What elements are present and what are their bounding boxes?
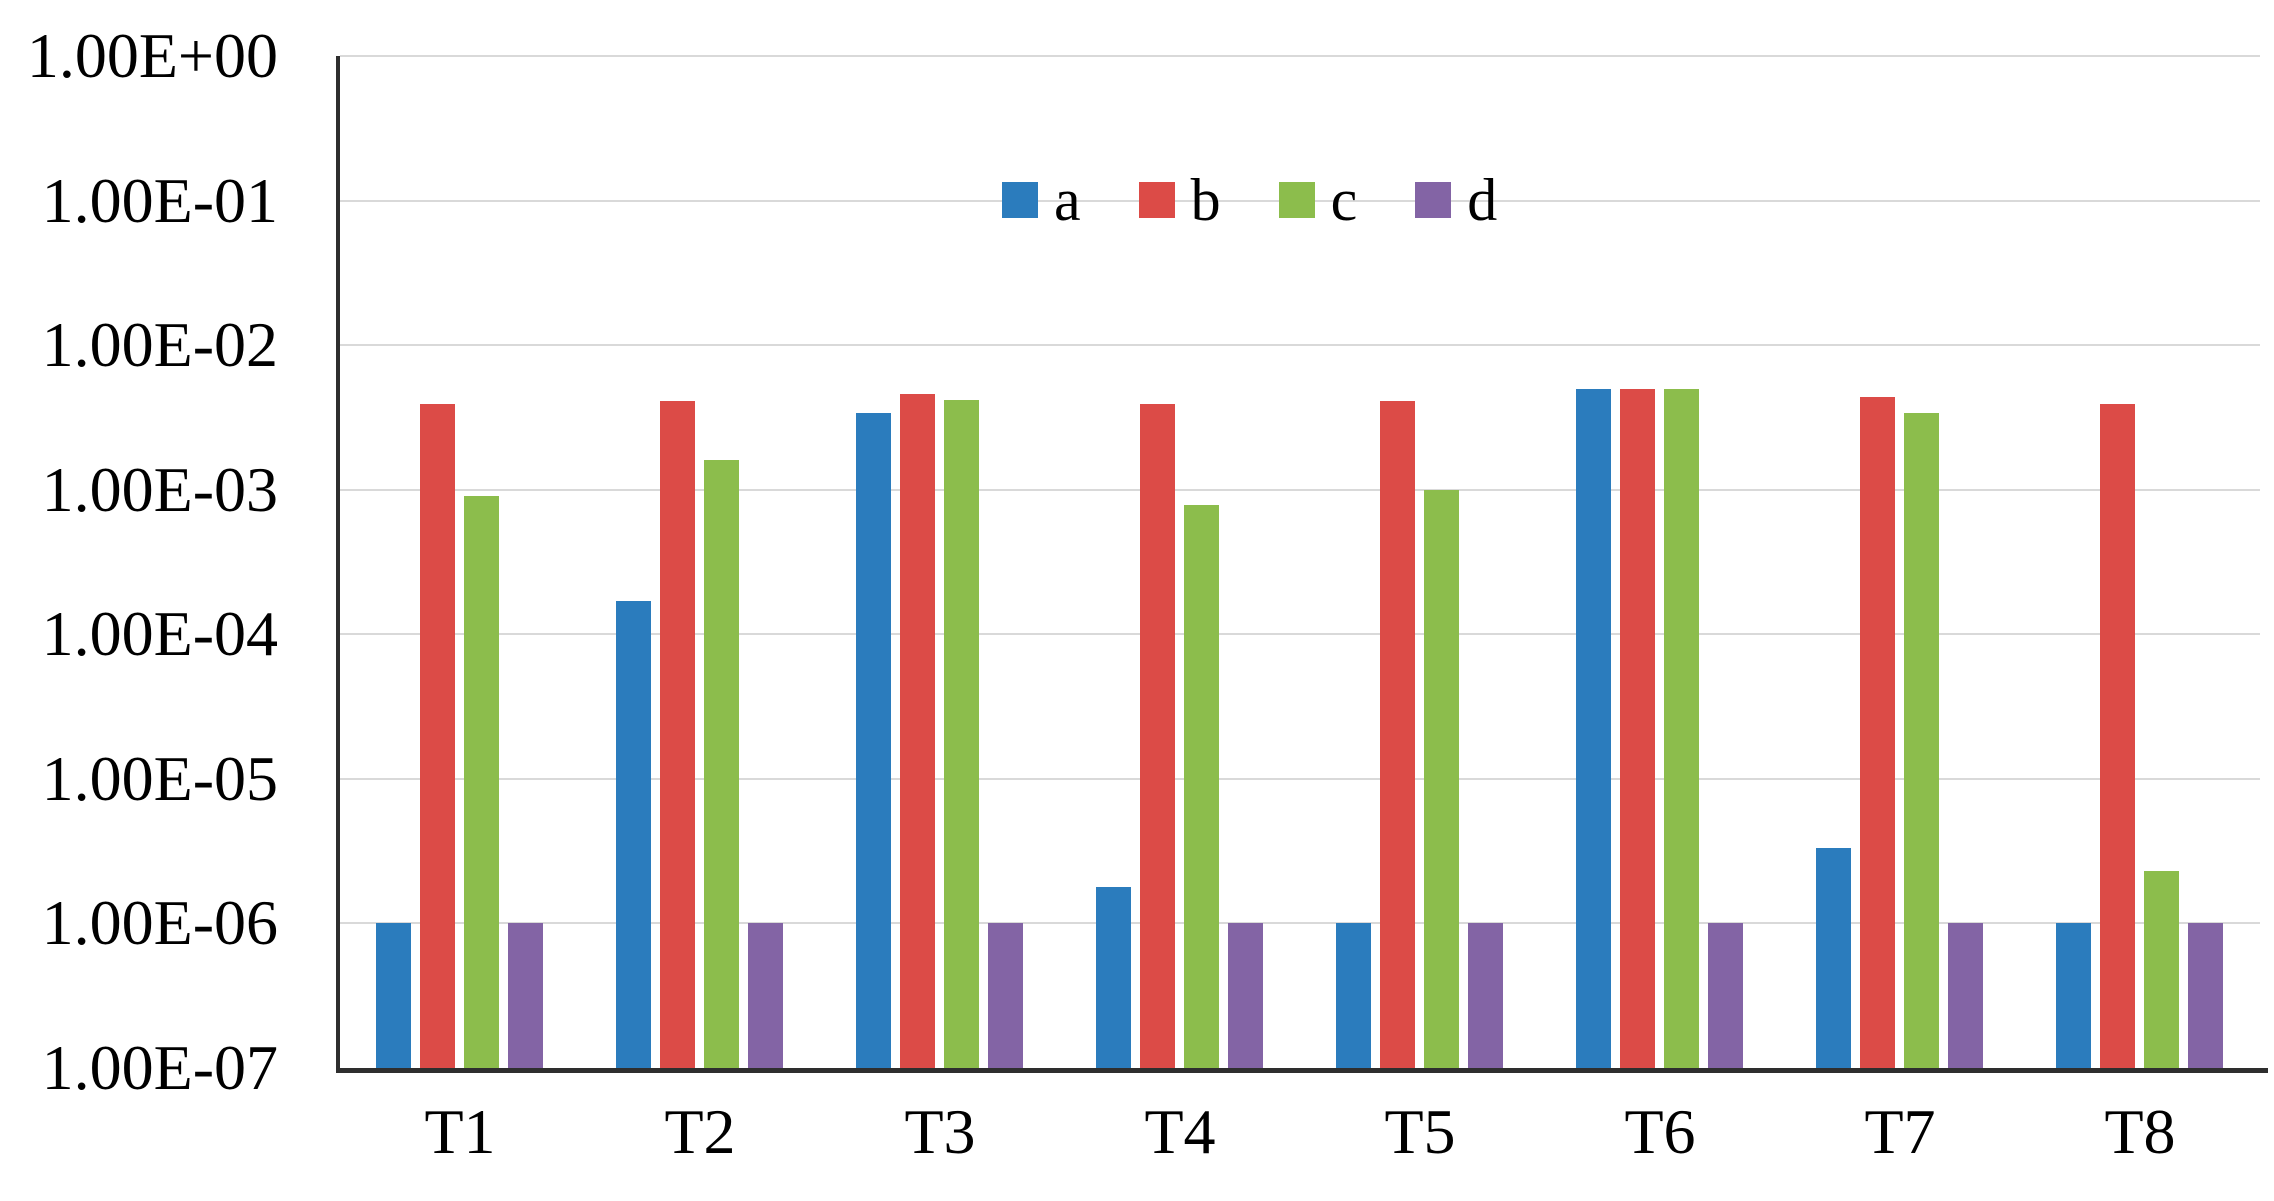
bar-group-T5 [1336,56,1503,1068]
bar-a-T1 [376,923,411,1068]
bar-a-T6 [1576,389,1611,1068]
bar-group-T4 [1096,56,1263,1068]
bar-d-T5 [1468,923,1503,1068]
gridline [340,344,2260,347]
legend-label: d [1467,167,1498,233]
legend-label: b [1190,167,1221,233]
bar-a-T2 [616,601,651,1068]
y-axis-tick-label: 1.00E-05 [41,742,278,814]
bar-d-T2 [748,923,783,1068]
bar-a-T8 [2056,923,2091,1068]
legend-swatch-d [1415,182,1452,218]
x-axis-tick-label: T6 [1624,1096,1696,1167]
x-axis-tick-label: T2 [664,1096,736,1167]
bar-group-T1 [376,56,543,1068]
bar-group-T8 [2056,56,2223,1068]
legend-item-c: c [1278,167,1358,233]
y-axis-tick-label: 1.00E-01 [41,164,278,236]
y-axis-line [336,56,340,1073]
bar-group-T2 [616,56,783,1068]
legend-item-b: b [1138,167,1221,233]
y-axis-tick-label: 1.00E-07 [41,1032,278,1103]
legend-label: c [1330,167,1358,233]
bar-c-T6 [1664,389,1699,1068]
legend-swatch-b [1138,182,1175,218]
y-axis-tick-label: 1.00E+00 [26,20,278,91]
y-axis-tick-label: 1.00E-04 [41,598,278,670]
bar-c-T5 [1424,490,1459,1068]
bar-b-T6 [1620,389,1655,1068]
bar-c-T8 [2144,871,2179,1068]
x-axis-tick-label: T5 [1384,1096,1456,1167]
bar-b-T7 [1860,397,1895,1068]
bar-group-T7 [1816,56,1983,1068]
bar-b-T8 [2100,404,2135,1068]
bar-group-T6 [1576,56,1743,1068]
bar-d-T6 [1708,923,1743,1068]
bar-a-T4 [1096,887,1131,1068]
bar-d-T4 [1228,923,1263,1068]
gridline [340,777,2260,780]
gridline [340,633,2260,636]
bar-a-T5 [1336,923,1371,1068]
x-axis-tick-label: T4 [1144,1096,1216,1167]
bar-b-T5 [1380,401,1415,1068]
gridline [340,55,2260,57]
x-axis-line [336,1068,2268,1073]
legend-label: a [1054,167,1081,233]
bar-b-T3 [900,394,935,1068]
gridline [340,922,2260,925]
x-axis-tick-label: T1 [424,1096,496,1167]
bar-d-T8 [2188,923,2223,1068]
bar-c-T3 [944,400,979,1068]
x-axis-tick-label: T3 [904,1096,976,1167]
y-axis-tick-label: 1.00E-03 [41,453,278,525]
bar-group-T3 [856,56,1023,1068]
x-axis-tick-label: T8 [2104,1096,2176,1167]
legend: a b c d [1002,168,1497,232]
bar-c-T4 [1184,505,1219,1068]
bar-d-T1 [508,923,543,1068]
y-axis-tick-label: 1.00E-06 [41,887,278,959]
gridline [340,488,2260,491]
bar-b-T4 [1140,404,1175,1068]
bar-d-T3 [988,923,1023,1068]
y-axis-tick-label: 1.00E-02 [41,309,278,381]
bar-c-T2 [704,460,739,1068]
x-axis-tick-label: T7 [1864,1096,1936,1167]
legend-swatch-a [1002,182,1038,218]
bar-b-T2 [660,401,695,1068]
bar-b-T1 [420,404,455,1068]
bar-c-T1 [464,496,499,1068]
bar-a-T3 [856,413,891,1068]
bar-c-T7 [1904,413,1939,1068]
legend-item-a: a [1002,168,1081,232]
legend-item-d: d [1415,168,1497,232]
bar-a-T7 [1816,848,1851,1068]
legend-swatch-c [1278,182,1315,218]
bar-d-T7 [1948,923,1983,1068]
